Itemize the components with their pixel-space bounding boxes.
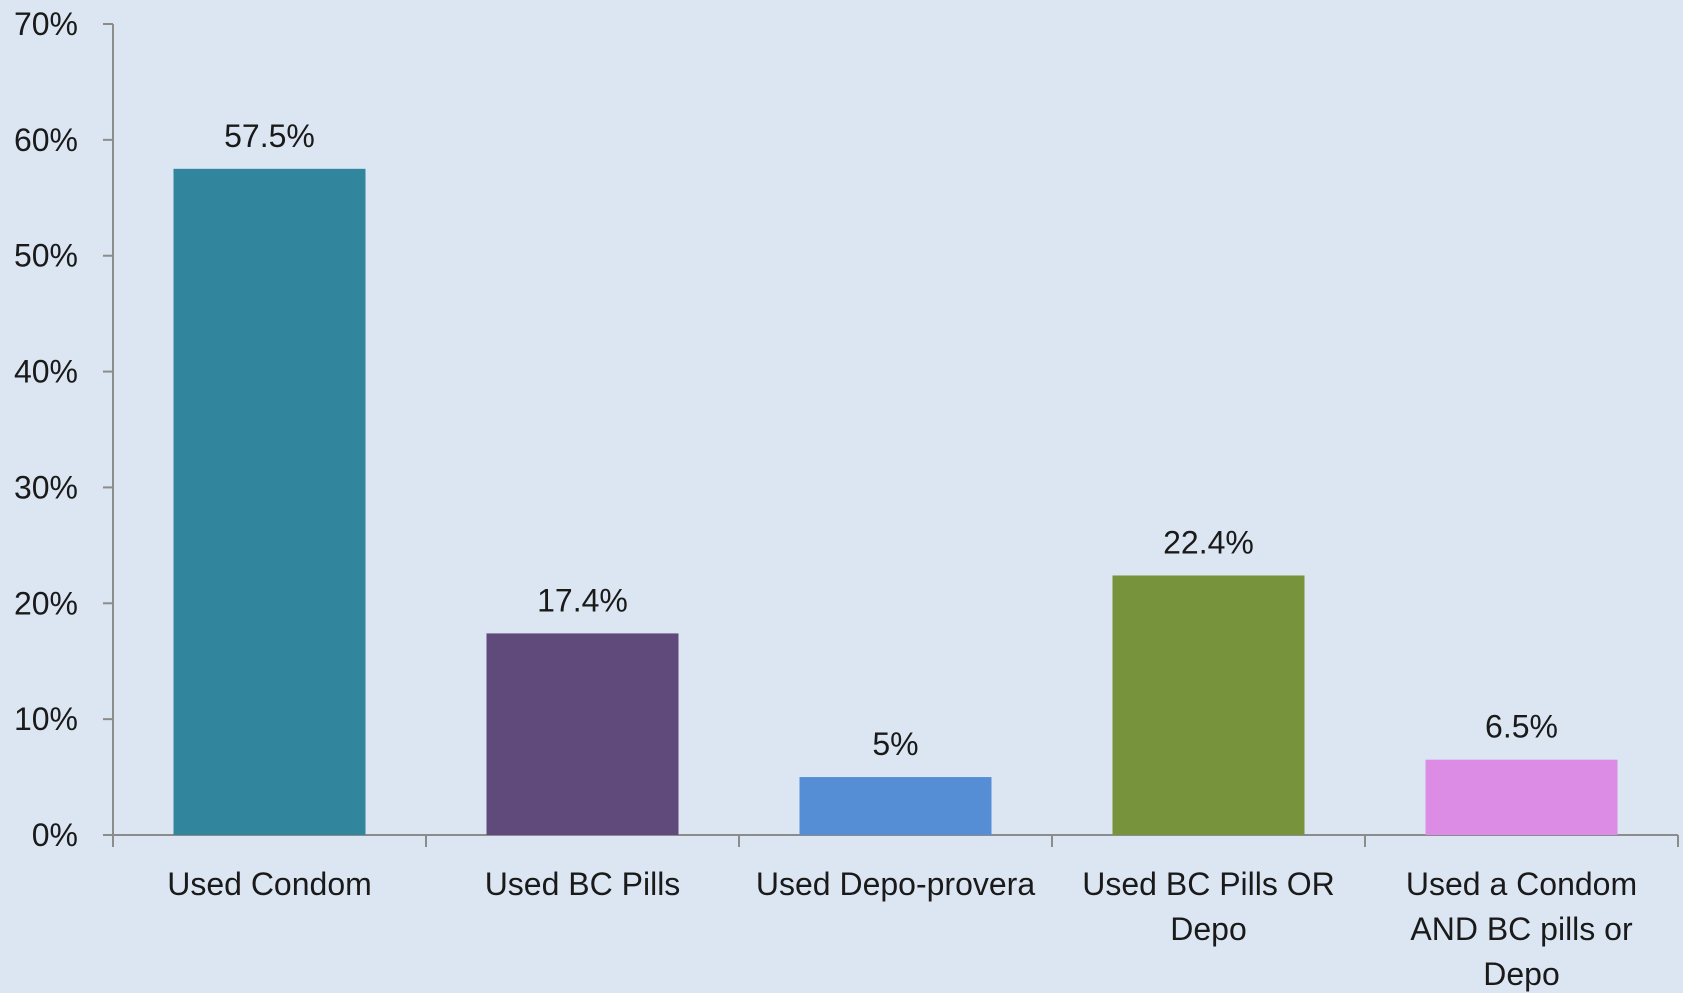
category-label-line: AND BC pills or xyxy=(1410,911,1633,947)
y-tick-label: 10% xyxy=(14,701,78,737)
category-label: Used a Condom AND BC pills or Depo xyxy=(1406,866,1637,992)
data-label: 17.4% xyxy=(537,582,628,618)
data-label: 5% xyxy=(872,726,918,762)
category-label-line: Used Depo-provera xyxy=(756,866,1035,902)
y-tick-label: 40% xyxy=(14,354,78,390)
category-label: Used BC Pills xyxy=(485,866,681,902)
category-label: Used BC Pills OR Depo xyxy=(1082,866,1335,947)
y-tick-label: 30% xyxy=(14,469,78,505)
y-axis-ticks: 0% 10% 20% 30% 40% 50% 60% 70% xyxy=(14,6,113,853)
category-labels: Used Condom Used BC Pills Used Depo-prover… xyxy=(167,866,1637,992)
y-tick-label: 70% xyxy=(14,6,78,42)
bar xyxy=(173,168,366,836)
category-label: Used Condom xyxy=(167,866,372,902)
bars xyxy=(173,168,1618,836)
category-label-line: Used BC Pills OR xyxy=(1082,866,1335,902)
bar xyxy=(1425,759,1618,835)
data-label: 22.4% xyxy=(1163,524,1254,560)
y-tick-label: 0% xyxy=(32,817,78,853)
y-tick-label: 20% xyxy=(14,585,78,621)
category-label-line: Used a Condom xyxy=(1406,866,1637,902)
data-labels: 57.5% 17.4% 5% 22.4% 6.5% xyxy=(224,118,1558,762)
y-tick-label: 50% xyxy=(14,238,78,274)
category-label-line: Depo xyxy=(1170,911,1247,947)
bar xyxy=(486,633,679,835)
category-label-line: Used Condom xyxy=(167,866,372,902)
data-label: 57.5% xyxy=(224,118,315,154)
category-label-line: Used BC Pills xyxy=(485,866,681,902)
y-tick-label: 60% xyxy=(14,122,78,158)
bar xyxy=(799,777,992,835)
bar xyxy=(1112,575,1305,835)
category-label-line: Depo xyxy=(1483,956,1560,992)
data-label: 6.5% xyxy=(1485,709,1558,745)
x-axis-ticks xyxy=(112,835,1679,847)
category-label: Used Depo-provera xyxy=(756,866,1035,902)
